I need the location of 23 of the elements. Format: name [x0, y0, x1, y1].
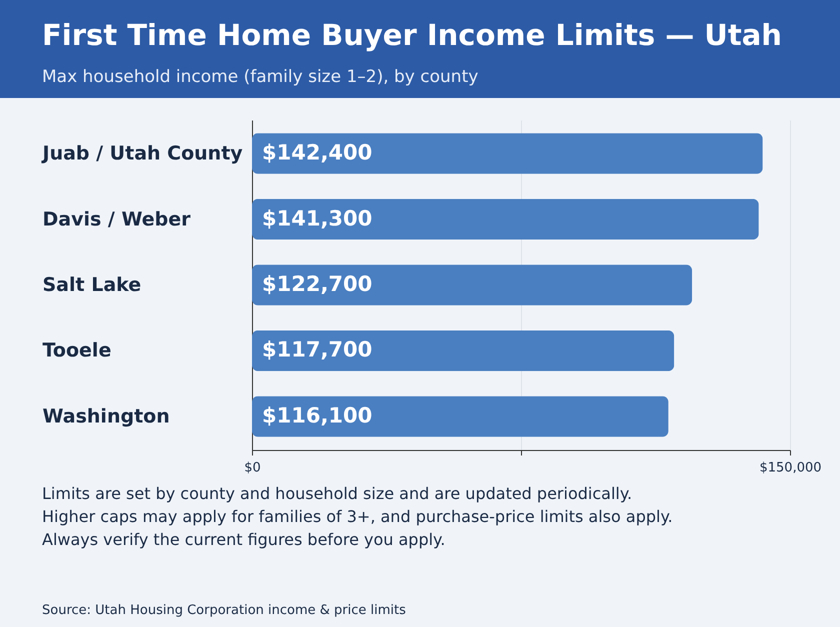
x-tick-label: $0 — [244, 460, 261, 476]
bar — [252, 396, 668, 437]
data-label: $116,100 — [262, 403, 372, 428]
chart-subtitle: Max household income (family size 1–2), by county — [42, 67, 478, 87]
text: Always verify the current figures before you apply. — [42, 530, 446, 549]
y-tick-label: Washington — [42, 405, 170, 428]
chart-title: First Time Home Buyer Income Limits — Utah — [42, 18, 782, 52]
data-label: $122,700 — [262, 272, 372, 296]
data-label: $117,700 — [262, 338, 372, 362]
bar — [252, 133, 763, 174]
x-tick-label: $150,000 — [759, 460, 822, 476]
bar — [252, 264, 692, 306]
bar — [252, 198, 759, 240]
y-tick-label: Salt Lake — [42, 274, 142, 296]
y-tick-label: Juab / Utah County — [40, 142, 244, 165]
data-label: $141,300 — [262, 206, 372, 230]
text: Limits are set by county and household size and are updated periodically. — [42, 484, 632, 503]
bar — [252, 330, 674, 372]
text: Higher caps may apply for families of 3+, and purchase-price limits also apply. — [42, 507, 673, 526]
y-tick-label: Tooele — [42, 340, 112, 362]
source-note: Source: Utah Housing Corporation income & price limits — [42, 603, 406, 618]
y-tick-label: Davis / Weber — [42, 208, 192, 230]
data-label: $142,400 — [262, 140, 372, 165]
